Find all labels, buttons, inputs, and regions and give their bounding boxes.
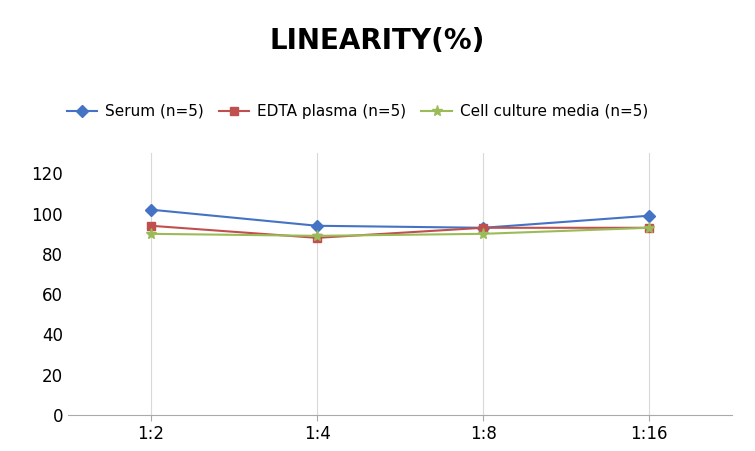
EDTA plasma (n=5) [146, 223, 156, 229]
Text: LINEARITY(%): LINEARITY(%) [270, 27, 485, 55]
Line: EDTA plasma (n=5): EDTA plasma (n=5) [146, 221, 654, 242]
Legend: Serum (n=5), EDTA plasma (n=5), Cell culture media (n=5): Serum (n=5), EDTA plasma (n=5), Cell cul… [60, 98, 654, 125]
Cell culture media (n=5) [479, 231, 488, 236]
Serum (n=5) [146, 207, 156, 212]
Cell culture media (n=5) [146, 231, 156, 236]
Cell culture media (n=5) [645, 225, 654, 230]
Line: Serum (n=5): Serum (n=5) [146, 206, 654, 232]
Line: Cell culture media (n=5): Cell culture media (n=5) [146, 222, 655, 241]
Serum (n=5) [479, 225, 488, 230]
EDTA plasma (n=5) [313, 235, 322, 240]
EDTA plasma (n=5) [479, 225, 488, 230]
Cell culture media (n=5) [313, 233, 322, 239]
Serum (n=5) [313, 223, 322, 229]
Serum (n=5) [645, 213, 654, 218]
EDTA plasma (n=5) [645, 225, 654, 230]
